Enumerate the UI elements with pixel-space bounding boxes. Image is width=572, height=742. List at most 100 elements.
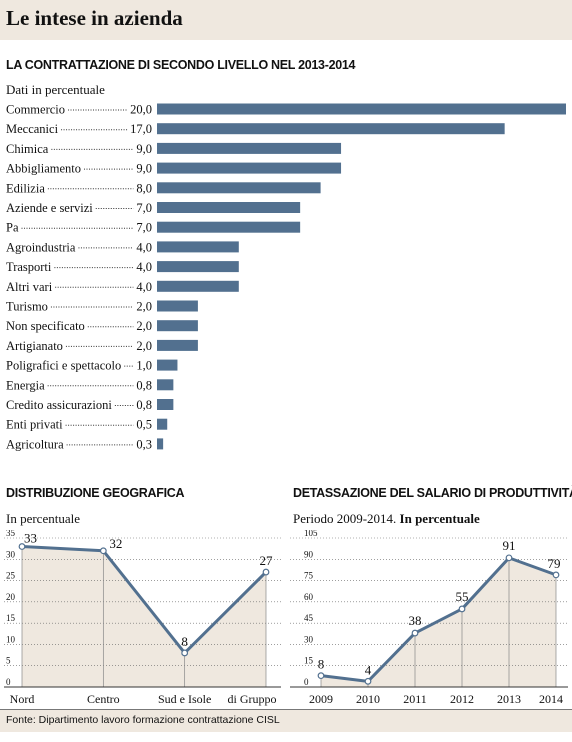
bar-category-label: Altri vari — [6, 280, 53, 294]
bar — [157, 280, 239, 292]
y-tick-label: 20 — [6, 592, 16, 602]
bar-category-label: Poligrafici e spettacolo — [6, 359, 121, 373]
bar — [157, 359, 178, 371]
y-tick-label: 15 — [6, 613, 16, 623]
bar-category-label: Chimica — [6, 142, 49, 156]
bar-value-label: 7,0 — [136, 221, 152, 235]
bar-value-label: 20,0 — [130, 103, 152, 117]
bar-value-label: 17,0 — [130, 122, 152, 136]
data-label: 27 — [260, 553, 274, 568]
data-label: 33 — [24, 531, 37, 546]
data-point — [99, 547, 107, 555]
bar-category-label: Aziende e servizi — [6, 201, 93, 215]
bar-category-label: Agroindustria — [6, 240, 76, 254]
y-tick-label: 35 — [6, 530, 16, 538]
data-label: 79 — [548, 556, 561, 571]
tax-chart-subtitle-bold: In percentuale — [399, 511, 480, 526]
bar — [157, 182, 321, 194]
x-tick-label: di Gruppo — [228, 692, 277, 706]
bar — [157, 202, 301, 213]
data-point — [458, 605, 466, 613]
bar-value-label: 1,0 — [136, 359, 152, 373]
bar — [157, 379, 174, 391]
tax-chart-subtitle-prefix: Periodo 2009-2014. — [293, 511, 397, 526]
data-point — [317, 672, 325, 680]
bar — [157, 261, 239, 273]
bar-chart-title: LA CONTRATTAZIONE DI SECONDO LIVELLO NEL… — [6, 58, 356, 72]
y-tick-label: 90 — [304, 549, 314, 559]
y-tick-label: 60 — [304, 592, 314, 602]
bar — [157, 300, 198, 312]
geo-line-chart: 0 5 10 15 20 25 30 35 33 Nord 32 Centro 8 Sud e Isole… — [4, 530, 281, 706]
y-tick-label: 0 — [304, 677, 309, 687]
x-tick-label: Sud e Isole — [158, 692, 211, 706]
bar — [157, 399, 174, 410]
bar-value-label: 4,0 — [136, 260, 152, 274]
bar — [157, 221, 301, 233]
y-tick-label: 45 — [304, 613, 314, 623]
data-point — [18, 543, 26, 550]
bar-value-label: 0,8 — [136, 378, 152, 392]
data-label: 32 — [109, 536, 122, 551]
data-point — [262, 568, 270, 576]
y-tick-label: 10 — [6, 634, 16, 644]
y-tick-label: 15 — [304, 656, 314, 666]
bar-value-label: 2,0 — [136, 319, 152, 333]
data-label: 4 — [365, 662, 372, 677]
y-tick-label: 25 — [6, 571, 16, 581]
series-line — [320, 556, 557, 683]
data-point — [552, 571, 560, 579]
bar-category-label: Trasporti — [6, 260, 52, 274]
bar-value-label: 7,0 — [136, 201, 152, 215]
geo-chart-subtitle: In percentuale — [6, 511, 80, 526]
tax-chart-title: DETASSAZIONE DEL SALARIO DI PRODUTTIVITÀ — [293, 486, 572, 500]
bar-value-label: 2,0 — [136, 300, 152, 314]
bar-value-label: 0,8 — [136, 398, 152, 412]
bar-category-label: Edilizia — [6, 181, 45, 195]
bar-category-label: Abbigliamento — [6, 162, 81, 176]
footer: Fonte: Dipartimento lavoro formazione co… — [0, 709, 572, 732]
bar-category-label: Commercio — [6, 103, 65, 117]
bar-value-label: 9,0 — [136, 142, 152, 156]
series-line — [21, 545, 268, 655]
x-tick-label: 2011 — [403, 692, 427, 706]
bar — [157, 123, 505, 135]
bar-value-label: 0,3 — [136, 437, 152, 451]
data-point — [364, 677, 372, 685]
bar — [157, 339, 198, 351]
x-tick-label: Nord — [10, 692, 35, 706]
data-label: 91 — [503, 538, 516, 553]
bar-category-label: Pa — [6, 221, 19, 235]
bar — [157, 241, 239, 253]
geo-chart-title: DISTRIBUZIONE GEOGRAFICA — [6, 486, 185, 500]
data-point — [505, 554, 513, 562]
y-tick-label: 30 — [6, 549, 16, 559]
x-tick-label: 2009 — [309, 692, 333, 706]
tax-line-chart: 0 15 30 45 60 75 90 105 8 2009 4 2010 38 2011 55 2012 91… — [290, 530, 568, 706]
bar — [157, 162, 342, 174]
bar-chart: Commercio 20,0 Meccanici 17,0 Chimica 9,0 Abbi… — [6, 103, 566, 451]
area-fill — [22, 546, 266, 687]
y-tick-label: 5 — [6, 656, 11, 666]
bar — [157, 438, 164, 450]
bar-value-label: 8,0 — [136, 181, 152, 195]
bar-category-label: Meccanici — [6, 122, 59, 136]
x-tick-label: Centro — [87, 692, 120, 706]
data-label: 55 — [456, 589, 469, 604]
bar-category-label: Credito assicurazioni — [6, 398, 112, 412]
title-band — [0, 0, 572, 40]
x-tick-label: 2010 — [356, 692, 380, 706]
bar-value-label: 4,0 — [136, 280, 152, 294]
bar-value-label: 0,5 — [136, 418, 152, 432]
x-tick-label: 2013 — [497, 692, 521, 706]
y-tick-label: 75 — [304, 571, 314, 581]
source-note: Fonte: Dipartimento lavoro formazione co… — [6, 714, 280, 726]
y-tick-label: 0 — [6, 677, 11, 687]
page-title: Le intese in azienda — [6, 6, 183, 30]
bar-category-label: Enti privati — [6, 418, 63, 432]
data-point — [181, 649, 189, 657]
y-tick-label: 105 — [304, 530, 318, 538]
bar — [157, 418, 168, 430]
bar-category-label: Energia — [6, 378, 45, 392]
x-tick-label: 2012 — [450, 692, 474, 706]
